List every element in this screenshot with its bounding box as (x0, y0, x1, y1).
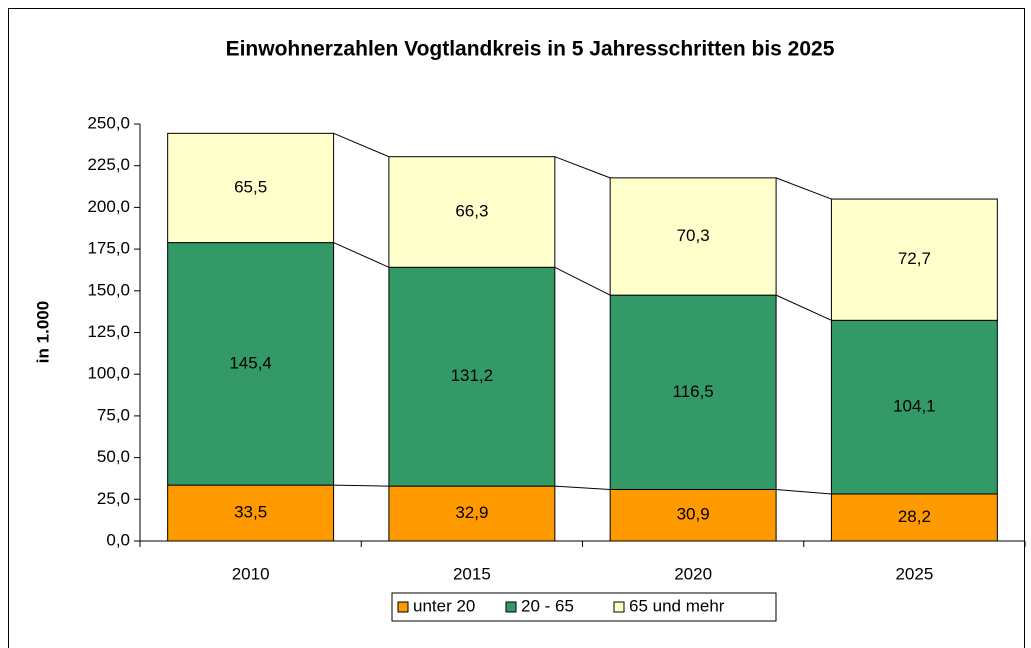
bar-segment (388, 156, 556, 268)
x-tick-label: 2020 (674, 564, 712, 583)
x-tick-label: 2010 (232, 564, 270, 583)
value-label: 32,9 (455, 503, 488, 522)
x-tick-label: 2015 (453, 564, 491, 583)
chart-title: Einwohnerzahlen Vogtlandkreis in 5 Jahre… (226, 38, 835, 61)
bar-segment (830, 198, 998, 321)
legend-swatch (613, 601, 625, 613)
bar-segment (388, 266, 556, 487)
series-line (554, 266, 611, 296)
series-line (333, 242, 390, 268)
y-tick-label: 225,0 (87, 155, 130, 174)
y-tick-label: 75,0 (97, 405, 130, 424)
legend-swatch (397, 601, 409, 613)
bar-segment (609, 294, 777, 490)
value-label: 28,2 (898, 507, 931, 526)
y-tick-label: 175,0 (87, 239, 130, 258)
series-line (333, 484, 389, 487)
y-tick-label: 200,0 (87, 197, 130, 216)
series-line (775, 294, 832, 321)
value-label: 145,4 (229, 353, 272, 372)
value-label: 66,3 (455, 201, 488, 220)
value-label: 70,3 (677, 226, 710, 245)
y-tick-label: 150,0 (87, 280, 130, 299)
series-line (776, 488, 832, 495)
legend-label: 20 - 65 (521, 596, 574, 615)
bar-segment (830, 493, 998, 542)
y-tick-label: 100,0 (87, 364, 130, 383)
bar-segment (388, 485, 556, 542)
y-tick-label: 25,0 (97, 489, 130, 508)
value-label: 30,9 (677, 505, 710, 524)
value-label: 65,5 (234, 177, 267, 196)
x-tick-label: 2025 (895, 564, 933, 583)
value-label: 116,5 (672, 382, 713, 401)
value-label: 72,7 (898, 249, 931, 268)
y-tick-label: 125,0 (87, 322, 130, 341)
value-label: 33,5 (234, 503, 267, 522)
y-tick-label: 250,0 (87, 113, 130, 132)
series-line (554, 156, 611, 179)
bar-segment (167, 132, 335, 244)
bar-segment (609, 177, 777, 296)
value-label: 131,2 (451, 366, 494, 385)
legend-label: 65 und mehr (629, 596, 725, 615)
bar-segment (167, 242, 335, 486)
y-tick-label: 50,0 (97, 447, 130, 466)
y-axis-title: in 1.000 (33, 301, 52, 363)
bar-segment (830, 319, 998, 495)
series-line (554, 485, 611, 490)
bar-segment (167, 484, 335, 542)
legend-label: unter 20 (413, 596, 475, 615)
value-label: 104,1 (893, 397, 936, 416)
series-line (775, 177, 832, 200)
y-tick-label: 0,0 (106, 530, 130, 549)
legend-box (391, 592, 777, 622)
series-line (333, 132, 390, 158)
legend-swatch (505, 601, 517, 613)
